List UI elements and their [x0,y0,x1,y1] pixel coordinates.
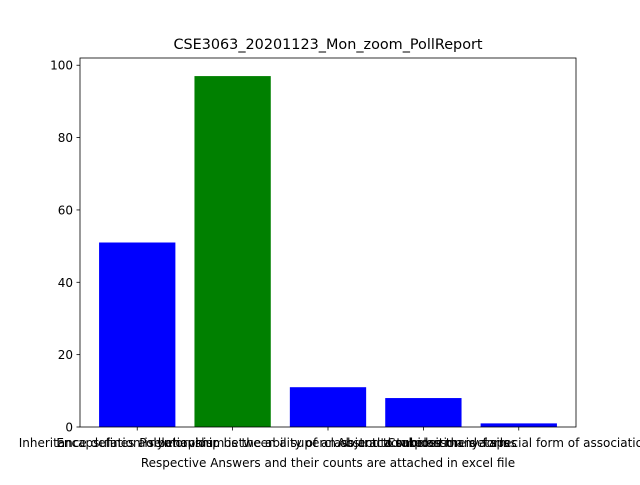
y-tick-label: 20 [58,348,73,362]
y-tick-label: 60 [58,203,73,217]
bar-5 [480,423,557,427]
x-tick-label: Inheritance defines a relationship betwe… [19,436,447,450]
y-tick-label: 40 [58,276,73,290]
y-tick-label: 100 [50,59,73,73]
bar-4 [385,398,462,427]
plot-frame [79,57,577,428]
bar-1 [99,242,176,427]
y-tick-label: 80 [58,131,73,145]
y-axis: 0 20 40 60 80 100 [50,59,80,435]
bars-group [99,76,557,428]
x-tick-label: Abstraction hides the details [337,436,509,450]
x-tick-label: Encapsulation is behaviour [56,436,218,450]
bar-2 [194,76,271,428]
bar-3 [289,387,367,427]
chart-title: CSE3063_20201123_Mon_zoom_PollReport [173,37,482,53]
x-axis-label: Respective Answers and their counts are … [141,456,515,470]
x-tick-label: Composition is a special form of associa… [387,436,640,450]
x-tick-label: Polymorphism is the ability of an object… [139,436,517,450]
y-tick-label: 0 [65,421,73,435]
